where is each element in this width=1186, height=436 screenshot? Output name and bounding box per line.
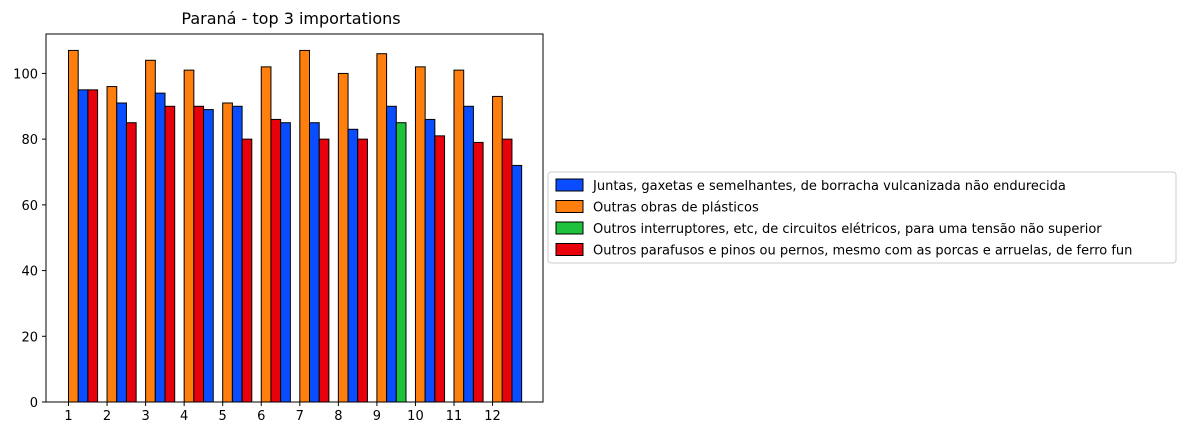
x-tick-label: 4 (180, 409, 188, 424)
y-tick-label: 60 (21, 199, 38, 214)
bar (492, 95, 503, 403)
bar (357, 138, 368, 403)
legend-swatch (555, 200, 584, 213)
legend-swatch (555, 221, 584, 235)
bar (299, 49, 310, 403)
bar (376, 53, 388, 403)
legend-label: Juntas, gaxetas e semelhantes, de borrac… (592, 179, 1066, 194)
legend-swatch (555, 178, 584, 192)
bar (453, 69, 465, 403)
bar (309, 122, 320, 403)
legend-swatch (555, 243, 584, 256)
bar (231, 105, 243, 403)
bar (414, 66, 426, 403)
bar (424, 118, 436, 403)
x-tick-label: 12 (484, 409, 501, 424)
x-tick-label: 3 (141, 409, 149, 424)
bar (116, 102, 127, 403)
bar (164, 105, 176, 403)
y-tick-label: 0 (30, 396, 38, 411)
x-tick-label: 2 (103, 409, 111, 424)
bar (77, 89, 89, 403)
y-tick-label: 100 (13, 67, 38, 82)
bar (434, 135, 446, 403)
bar (347, 128, 359, 403)
legend-label: Outras obras de plásticos (593, 201, 759, 216)
bar (337, 72, 349, 403)
bars-layer (68, 49, 523, 403)
bar (193, 105, 205, 403)
plot-frame (45, 33, 544, 403)
legend-frame (547, 171, 1177, 264)
x-tick-label: 10 (407, 409, 424, 424)
bar (125, 122, 137, 403)
bar (511, 164, 523, 403)
bar (463, 105, 474, 403)
bar (106, 86, 118, 403)
y-tick-label: 20 (21, 330, 38, 345)
bar (318, 138, 330, 403)
x-tick-label: 8 (334, 409, 342, 424)
x-tick-label: 11 (446, 409, 463, 424)
y-tick-label: 80 (21, 133, 38, 148)
bar (260, 66, 272, 403)
bar (68, 49, 79, 403)
bar (203, 109, 214, 403)
y-axis: 0 20 40 60 80 100 (13, 67, 46, 411)
bar (87, 89, 99, 403)
bar (270, 118, 282, 403)
bar (472, 141, 484, 403)
legend: Juntas, gaxetas e semelhantes, de borrac… (547, 171, 1177, 264)
bar (280, 122, 291, 403)
bar (154, 92, 166, 403)
x-tick-label: 1 (64, 409, 72, 424)
bar (241, 138, 253, 403)
bar (501, 138, 513, 403)
bar (145, 59, 156, 403)
x-axis: 1 2 3 4 5 6 7 8 9 10 11 12 (64, 402, 501, 424)
bar (183, 69, 195, 403)
y-tick-label: 40 (21, 265, 38, 280)
bar (386, 105, 397, 403)
legend-label: Outros interruptores, etc, de circuitos … (593, 222, 1102, 237)
bar (222, 102, 233, 403)
chart-title: Paraná - top 3 importations (181, 9, 400, 28)
x-tick-label: 9 (373, 409, 381, 424)
x-tick-label: 7 (296, 409, 304, 424)
legend-label: Outros parafusos e pinos ou pernos, mesm… (593, 244, 1132, 259)
x-tick-label: 5 (219, 409, 227, 424)
x-tick-label: 6 (257, 409, 265, 424)
bar (395, 122, 407, 403)
